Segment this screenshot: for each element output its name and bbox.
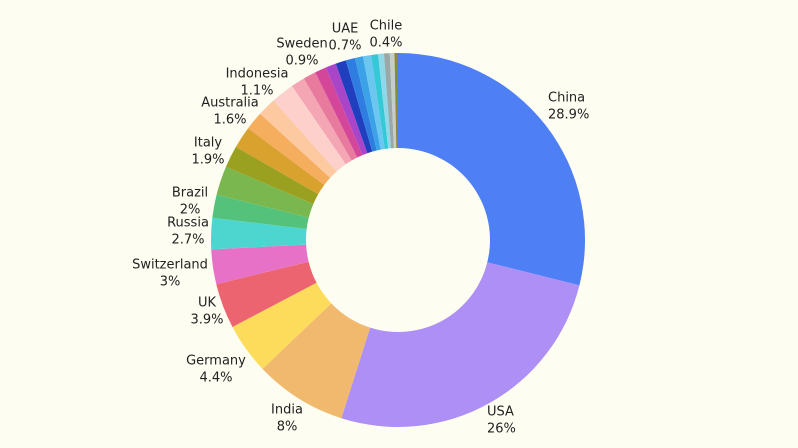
- slice: [378, 53, 392, 149]
- slice: [211, 217, 307, 250]
- value-label: 4.4%: [199, 371, 232, 386]
- value-label: 8%: [277, 420, 298, 435]
- slice: [211, 244, 309, 285]
- slice: [225, 146, 319, 204]
- slice-label: India: [271, 403, 303, 418]
- value-label: 2.7%: [171, 233, 204, 248]
- slice: [262, 303, 371, 419]
- slice: [273, 85, 346, 172]
- slice: [394, 53, 398, 149]
- slice: [335, 60, 373, 154]
- slice-label: UAE: [332, 22, 359, 37]
- slice-label: Indonesia: [226, 67, 289, 82]
- value-label: 2%: [180, 203, 201, 218]
- slice-label: Switzerland: [132, 258, 208, 273]
- slice: [325, 63, 368, 156]
- slice-label: China: [548, 91, 585, 106]
- value-label: 1.9%: [191, 153, 224, 168]
- slice-label: Australia: [201, 96, 259, 111]
- slice: [212, 194, 309, 230]
- slice: [362, 54, 385, 150]
- slice: [383, 53, 394, 149]
- slice: [341, 262, 580, 427]
- slice-label: Brazil: [172, 186, 208, 201]
- value-label: 26%: [487, 422, 516, 437]
- slice: [291, 78, 352, 165]
- value-label: 28.9%: [548, 108, 589, 123]
- slice: [389, 53, 397, 149]
- value-label: 0.4%: [369, 36, 402, 51]
- value-label: 0.9%: [285, 54, 318, 69]
- slice: [345, 58, 377, 152]
- slice: [235, 128, 325, 195]
- slice: [398, 53, 585, 286]
- value-label: 3%: [160, 275, 181, 290]
- value-label: 1.6%: [213, 113, 246, 128]
- value-label: 1.1%: [240, 84, 273, 99]
- slice-label: Chile: [370, 19, 403, 34]
- value-label: 3.9%: [190, 313, 223, 328]
- slice: [371, 54, 389, 149]
- value-label: 0.7%: [328, 39, 361, 54]
- slice-label: UK: [198, 296, 217, 311]
- slice: [260, 100, 337, 178]
- slice-label: Germany: [186, 354, 246, 369]
- slice: [315, 67, 363, 158]
- slice-label: Sweden: [276, 37, 327, 52]
- slice: [216, 261, 317, 327]
- slice: [216, 166, 314, 218]
- slice-label: Italy: [194, 136, 223, 151]
- slice: [354, 56, 381, 151]
- slice-label: USA: [487, 405, 514, 420]
- slice: [248, 113, 331, 185]
- slice-label: Russia: [167, 216, 209, 231]
- slice: [232, 282, 332, 369]
- slice: [303, 72, 358, 161]
